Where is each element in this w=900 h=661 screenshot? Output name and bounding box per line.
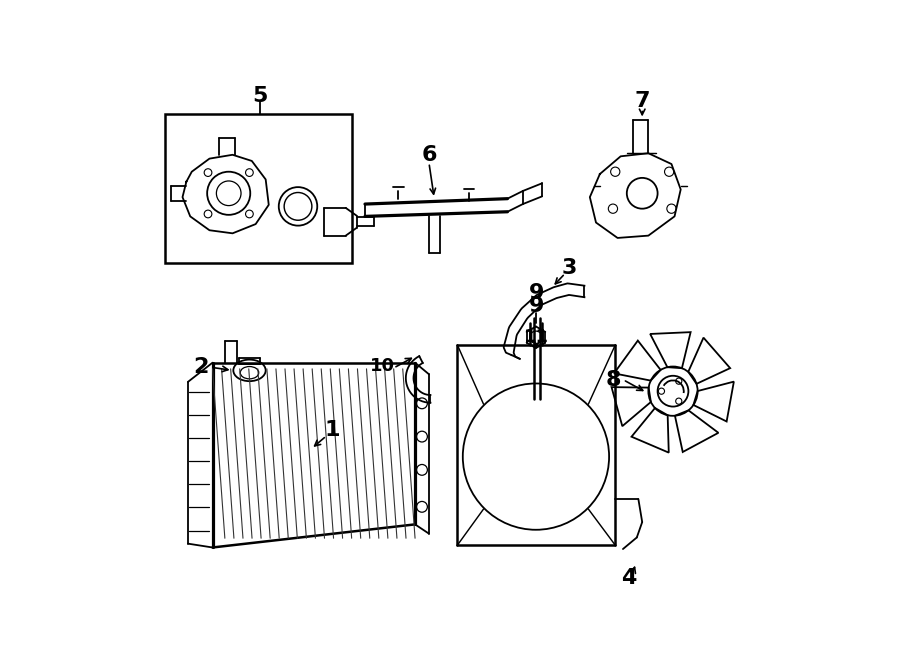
Bar <box>165 114 352 262</box>
Text: 9: 9 <box>529 283 544 303</box>
Text: 6: 6 <box>421 145 436 165</box>
Text: 9: 9 <box>529 297 544 317</box>
Text: 7: 7 <box>634 91 650 111</box>
Text: 5: 5 <box>252 86 267 106</box>
Text: 11: 11 <box>524 329 549 346</box>
Text: 3: 3 <box>562 258 577 278</box>
Text: 8: 8 <box>606 369 622 389</box>
Text: 4: 4 <box>621 568 636 588</box>
Text: 1: 1 <box>324 420 339 440</box>
Text: 10: 10 <box>370 357 395 375</box>
Text: 2: 2 <box>194 358 209 377</box>
